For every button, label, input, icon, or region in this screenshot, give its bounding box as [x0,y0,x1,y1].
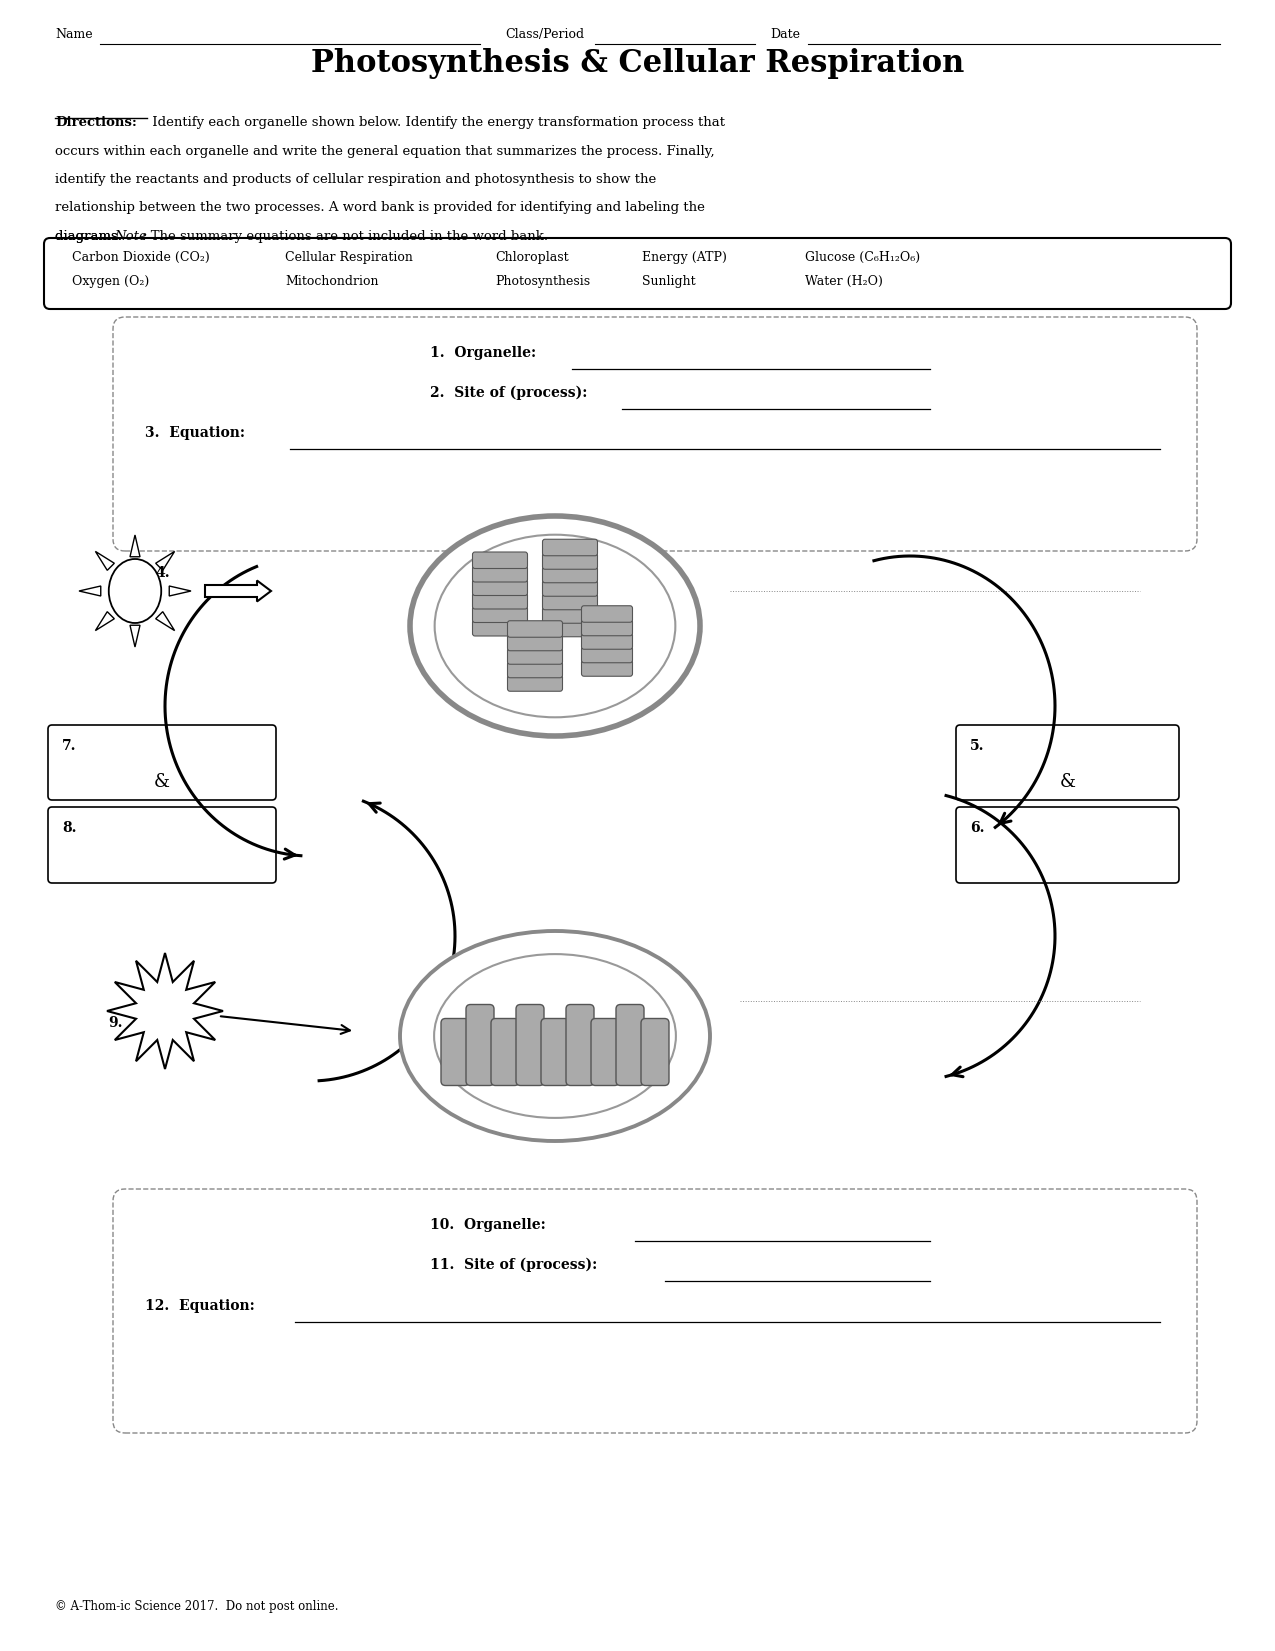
Text: 5.: 5. [970,740,984,753]
FancyBboxPatch shape [473,619,528,636]
Text: Photosynthesis: Photosynthesis [495,276,590,287]
Text: Mitochondrion: Mitochondrion [286,276,379,287]
FancyBboxPatch shape [641,1019,669,1085]
Polygon shape [96,611,115,631]
FancyBboxPatch shape [465,1004,493,1085]
Text: 10.  Organelle:: 10. Organelle: [430,1218,546,1232]
FancyBboxPatch shape [48,807,275,883]
FancyBboxPatch shape [956,807,1179,883]
Text: &: & [1060,773,1076,791]
FancyBboxPatch shape [581,606,632,622]
Text: relationship between the two processes. A word bank is provided for identifying : relationship between the two processes. … [55,201,705,215]
Text: 6.: 6. [970,821,984,835]
Ellipse shape [435,535,676,717]
Text: 11.  Site of (process):: 11. Site of (process): [430,1258,597,1273]
Text: diagrams.: diagrams. [55,229,126,243]
Text: Chloroplast: Chloroplast [495,251,569,264]
Text: 12.  Equation:: 12. Equation: [145,1299,255,1313]
Ellipse shape [400,931,710,1141]
Ellipse shape [411,517,700,736]
Text: 4.: 4. [156,566,170,580]
FancyBboxPatch shape [48,725,275,801]
FancyBboxPatch shape [542,566,598,583]
Text: Glucose (C₆H₁₂O₆): Glucose (C₆H₁₂O₆) [805,251,921,264]
Polygon shape [107,953,223,1068]
FancyBboxPatch shape [542,580,598,596]
Ellipse shape [434,954,676,1118]
FancyBboxPatch shape [507,621,562,637]
FancyBboxPatch shape [473,580,528,596]
FancyBboxPatch shape [473,606,528,622]
Text: 7.: 7. [62,740,76,753]
FancyBboxPatch shape [507,662,562,679]
FancyBboxPatch shape [113,1189,1197,1433]
Text: Water (H₂O): Water (H₂O) [805,276,882,287]
Text: diagrams.: diagrams. [55,229,126,243]
Text: occurs within each organelle and write the general equation that summarizes the : occurs within each organelle and write t… [55,145,714,157]
Text: Class/Period: Class/Period [505,28,584,41]
FancyBboxPatch shape [473,551,528,568]
FancyBboxPatch shape [45,238,1230,309]
FancyBboxPatch shape [473,593,528,609]
Text: Identify each organelle shown below. Identify the energy transformation process : Identify each organelle shown below. Ide… [148,116,725,129]
Text: &: & [154,773,170,791]
Text: Directions:: Directions: [55,116,136,129]
Text: Note: Note [115,229,148,243]
Text: Photosynthesis & Cellular Respiration: Photosynthesis & Cellular Respiration [311,48,964,79]
Text: 3.  Equation:: 3. Equation: [145,426,245,441]
Text: Cellular Respiration: Cellular Respiration [286,251,413,264]
FancyBboxPatch shape [542,593,598,609]
FancyBboxPatch shape [581,632,632,649]
Text: Sunlight: Sunlight [643,276,696,287]
FancyBboxPatch shape [581,646,632,662]
Text: 1.  Organelle:: 1. Organelle: [430,347,536,360]
Polygon shape [156,611,175,631]
Text: Oxygen (O₂): Oxygen (O₂) [71,276,149,287]
Text: 8.: 8. [62,821,76,835]
FancyBboxPatch shape [616,1004,644,1085]
FancyBboxPatch shape [491,1019,519,1085]
FancyBboxPatch shape [592,1019,618,1085]
Text: Carbon Dioxide (CO₂): Carbon Dioxide (CO₂) [71,251,210,264]
FancyBboxPatch shape [542,553,598,570]
Text: Energy (ATP): Energy (ATP) [643,251,727,264]
FancyBboxPatch shape [507,634,562,650]
FancyBboxPatch shape [441,1019,469,1085]
FancyBboxPatch shape [542,621,598,637]
FancyBboxPatch shape [566,1004,594,1085]
Ellipse shape [108,560,161,622]
FancyBboxPatch shape [581,660,632,677]
FancyBboxPatch shape [516,1004,544,1085]
Text: identify the reactants and products of cellular respiration and photosynthesis t: identify the reactants and products of c… [55,173,657,187]
Text: 2.  Site of (process):: 2. Site of (process): [430,386,588,401]
FancyBboxPatch shape [542,608,598,622]
FancyBboxPatch shape [581,619,632,636]
Text: : The summary equations are not included in the word bank.: : The summary equations are not included… [143,229,548,243]
Polygon shape [130,626,140,647]
FancyBboxPatch shape [956,725,1179,801]
Polygon shape [156,551,175,570]
Text: 9.: 9. [108,1015,122,1030]
FancyBboxPatch shape [542,540,598,556]
FancyArrow shape [205,581,272,601]
Text: Name: Name [55,28,93,41]
FancyBboxPatch shape [507,647,562,664]
FancyBboxPatch shape [473,566,528,583]
Text: Date: Date [770,28,799,41]
Polygon shape [96,551,115,570]
FancyBboxPatch shape [541,1019,569,1085]
Polygon shape [79,586,101,596]
Text: © A-Thom-ic Science 2017.  Do not post online.: © A-Thom-ic Science 2017. Do not post on… [55,1600,338,1613]
Polygon shape [170,586,191,596]
FancyBboxPatch shape [113,317,1197,551]
FancyBboxPatch shape [507,675,562,692]
Polygon shape [130,535,140,556]
